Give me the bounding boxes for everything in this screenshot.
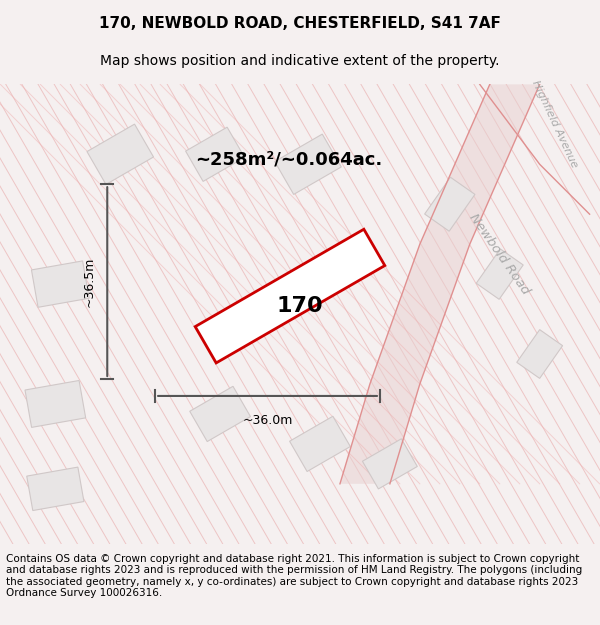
Polygon shape bbox=[340, 84, 539, 484]
Polygon shape bbox=[87, 124, 154, 184]
Polygon shape bbox=[195, 229, 385, 363]
Polygon shape bbox=[425, 177, 475, 231]
Text: ~36.5m: ~36.5m bbox=[82, 256, 95, 307]
Polygon shape bbox=[31, 261, 89, 308]
Polygon shape bbox=[185, 127, 245, 181]
Polygon shape bbox=[27, 467, 84, 511]
Text: ~36.0m: ~36.0m bbox=[242, 414, 293, 427]
Text: 170: 170 bbox=[277, 296, 323, 316]
Polygon shape bbox=[476, 249, 523, 299]
Polygon shape bbox=[290, 416, 350, 471]
Text: ~258m²/~0.064ac.: ~258m²/~0.064ac. bbox=[195, 150, 382, 168]
Text: Highfield Avenue: Highfield Avenue bbox=[530, 79, 580, 169]
Text: 170, NEWBOLD ROAD, CHESTERFIELD, S41 7AF: 170, NEWBOLD ROAD, CHESTERFIELD, S41 7AF bbox=[99, 16, 501, 31]
Text: Newbold Road: Newbold Road bbox=[467, 211, 532, 297]
Polygon shape bbox=[362, 439, 418, 489]
Polygon shape bbox=[517, 329, 563, 378]
Polygon shape bbox=[25, 381, 86, 428]
Polygon shape bbox=[275, 134, 341, 194]
Text: Map shows position and indicative extent of the property.: Map shows position and indicative extent… bbox=[100, 54, 500, 68]
Polygon shape bbox=[190, 386, 250, 441]
Text: Contains OS data © Crown copyright and database right 2021. This information is : Contains OS data © Crown copyright and d… bbox=[6, 554, 582, 598]
